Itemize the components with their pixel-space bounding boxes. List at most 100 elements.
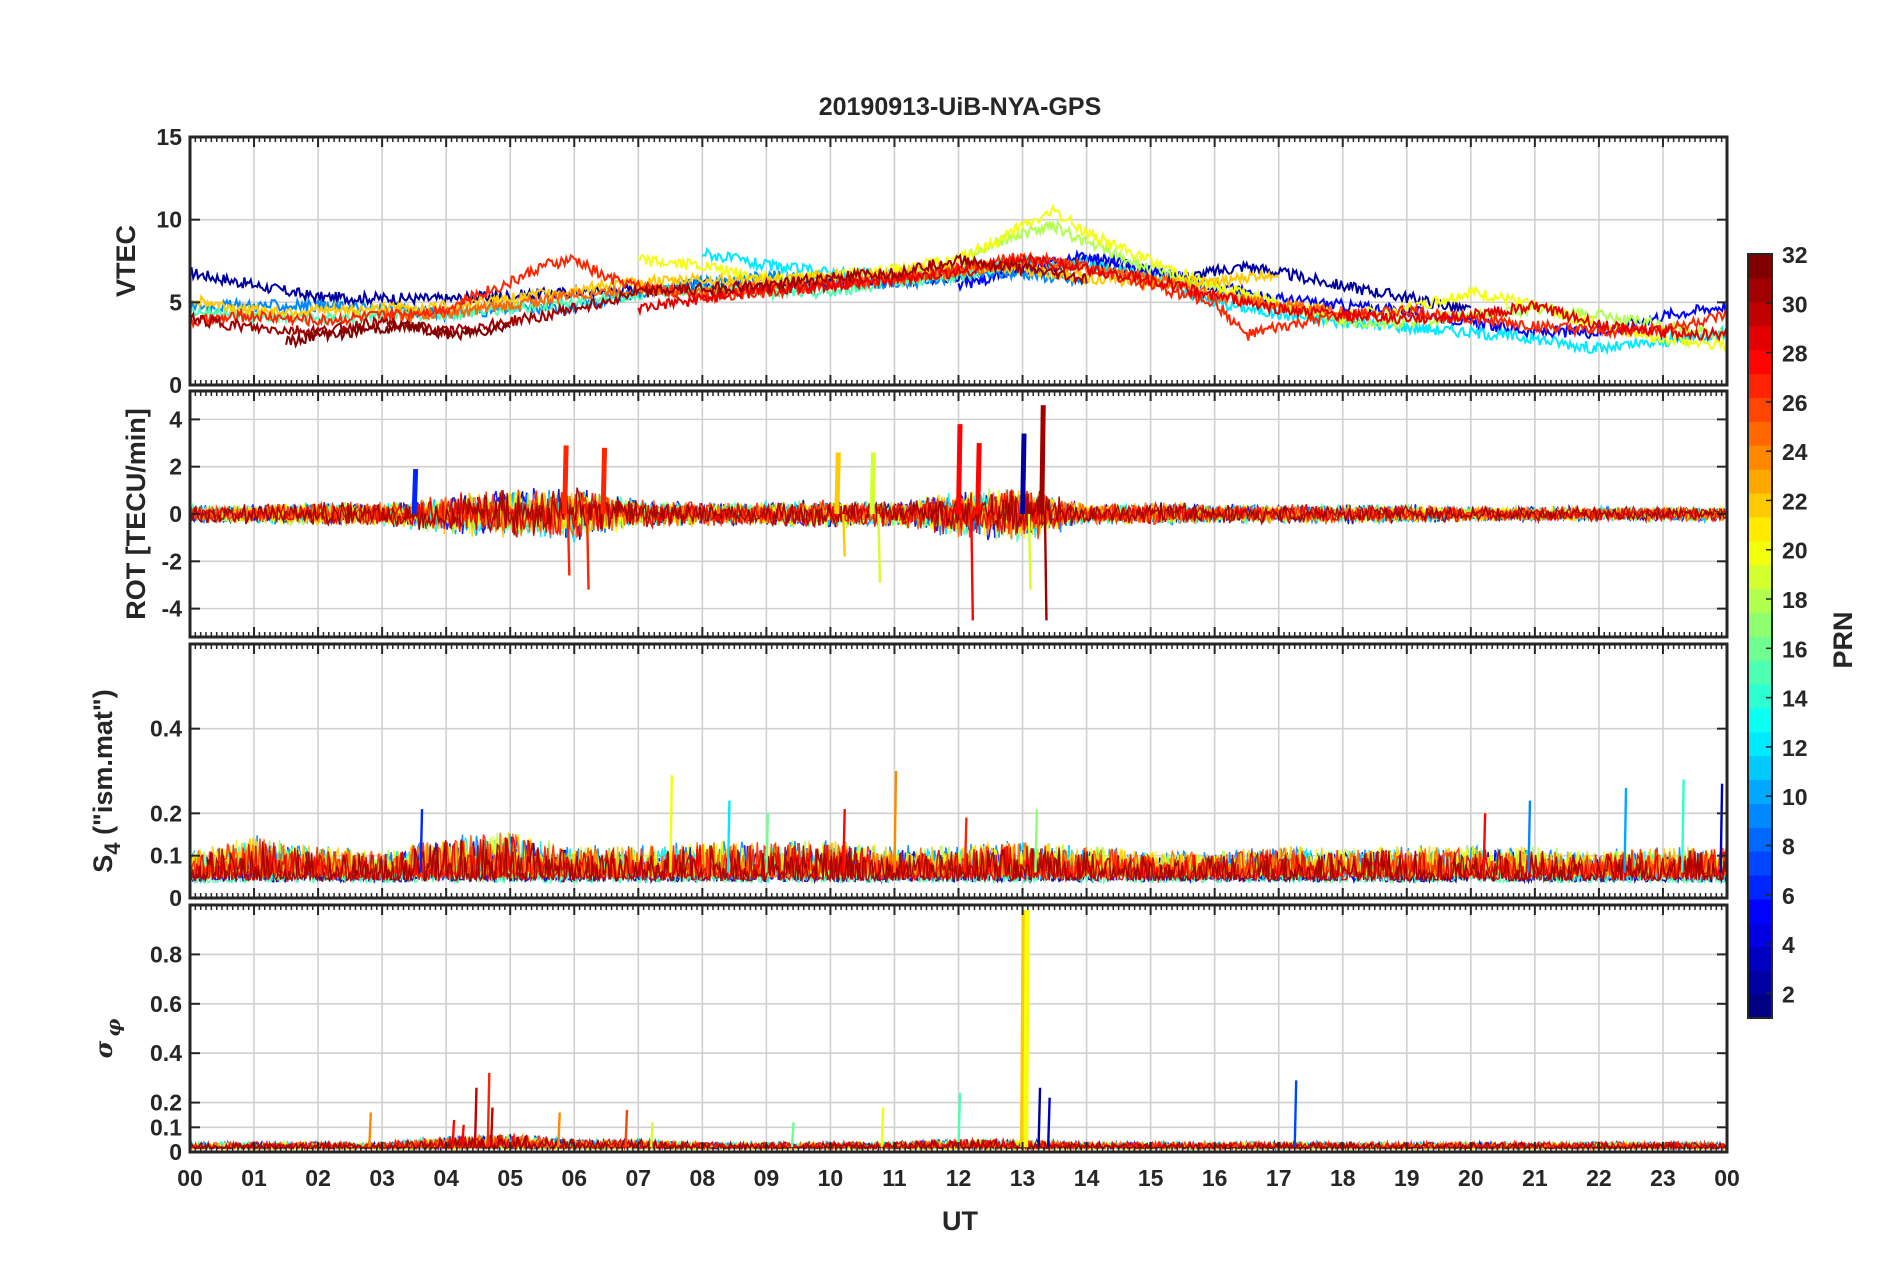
- spike: [1027, 513, 1032, 590]
- colorbar-label: PRN: [1828, 611, 1858, 668]
- colorbar-segment: [1748, 325, 1772, 351]
- spike: [624, 1109, 629, 1148]
- spike: [975, 442, 982, 515]
- colorbar-segment: [1748, 349, 1772, 375]
- colorbar-segment: [1748, 540, 1772, 566]
- colorbar-tick-label: 2: [1782, 981, 1795, 1007]
- x-tick-label: 07: [625, 1165, 651, 1191]
- spike: [1293, 1080, 1298, 1148]
- x-tick-label: 21: [1522, 1165, 1548, 1191]
- spike: [842, 809, 846, 873]
- colorbar-tick-label: 14: [1782, 686, 1808, 712]
- y-axis-label: ROT [TECU/min]: [121, 408, 151, 619]
- spike: [419, 809, 424, 873]
- spike: [1527, 800, 1532, 873]
- colorbar-segment: [1748, 516, 1772, 542]
- x-tick-label: 01: [241, 1165, 267, 1191]
- colorbar-segment: [1748, 874, 1772, 900]
- x-tick-label: 00: [1714, 1165, 1740, 1191]
- colorbar-segment: [1748, 994, 1772, 1019]
- spike: [765, 813, 770, 873]
- data-layer: [190, 770, 1727, 886]
- y-tick-label: -2: [162, 548, 182, 574]
- y-axis-label: S4 ("ism.mat"): [88, 689, 125, 872]
- spike: [557, 1112, 561, 1148]
- colorbar-tick-label: 20: [1782, 538, 1808, 564]
- x-tick-label: 22: [1586, 1165, 1612, 1191]
- spike: [1020, 909, 1027, 1148]
- series-line-prn-32: [285, 318, 511, 349]
- colorbar-segment: [1748, 301, 1772, 327]
- series-line-prn-31: [190, 253, 1088, 341]
- colorbar-tick-label: 22: [1782, 488, 1808, 514]
- colorbar-segment: [1748, 827, 1772, 852]
- spike: [1719, 783, 1724, 873]
- spike: [1046, 1097, 1051, 1148]
- y-tick-label: 0.1: [150, 1114, 182, 1140]
- spike: [877, 513, 882, 583]
- spike: [963, 817, 968, 873]
- spike: [893, 770, 898, 873]
- colorbar-tick-label: 10: [1782, 784, 1808, 810]
- x-tick-label: 13: [1010, 1165, 1036, 1191]
- x-tick-label: 20: [1458, 1165, 1484, 1191]
- colorbar-tick-label: 30: [1782, 291, 1808, 317]
- colorbar-tick-label: 18: [1782, 587, 1808, 613]
- colorbar-segment: [1748, 803, 1772, 828]
- spike: [562, 445, 569, 515]
- x-tick-label: 05: [497, 1165, 523, 1191]
- y-tick-label: 0: [169, 1139, 182, 1165]
- y-tick-label: 0.2: [150, 800, 182, 826]
- y-tick-label: 5: [169, 289, 182, 315]
- x-tick-label: 17: [1266, 1165, 1292, 1191]
- x-tick-label: 18: [1330, 1165, 1356, 1191]
- colorbar-tick-label: 6: [1782, 883, 1795, 909]
- x-tick-label: 19: [1394, 1165, 1420, 1191]
- spike: [842, 513, 846, 557]
- colorbar-segment: [1748, 659, 1772, 685]
- colorbar-tick-label: 28: [1782, 341, 1808, 367]
- spike: [460, 1124, 465, 1148]
- spike: [1623, 787, 1628, 873]
- spike: [790, 1122, 795, 1148]
- spike: [834, 452, 841, 515]
- x-tick-label: 08: [690, 1165, 716, 1191]
- colorbar-tick-label: 26: [1782, 390, 1808, 416]
- x-tick-label: 16: [1202, 1165, 1228, 1191]
- panel-3: 0 0.1 0.2 0.4 S4 ("ism.mat"): [88, 642, 1729, 911]
- y-tick-label: 0.6: [150, 991, 182, 1017]
- y-axis-label: VTEC: [111, 225, 141, 297]
- panel-4: 00.10.2 0.4 0.6 0.8 σφ 00 01 02 03 04 05 06 07 08 09 10…: [89, 903, 1740, 1191]
- panel-1: 0 5 10 15 VTEC: [111, 124, 1729, 398]
- colorbar-segment: [1748, 445, 1772, 470]
- x-tick-label: 00: [177, 1165, 203, 1191]
- spike: [669, 775, 674, 873]
- x-tick-label: 09: [754, 1165, 780, 1191]
- x-tick-label: 15: [1138, 1165, 1164, 1191]
- panel-2: -4 -2 0 2 4 ROT [TECU/min]: [121, 389, 1729, 639]
- x-tick-label: 06: [561, 1165, 587, 1191]
- series-line-prn-29: [637, 252, 1727, 343]
- colorbar-segment: [1748, 850, 1772, 876]
- x-tick-label: 10: [818, 1165, 844, 1191]
- spike: [957, 1092, 962, 1148]
- spike: [566, 513, 571, 576]
- spike: [486, 1072, 491, 1148]
- y-tick-label: 0.4: [150, 1040, 182, 1066]
- colorbar-tick-label: 24: [1782, 439, 1808, 465]
- x-tick-label: 12: [946, 1165, 972, 1191]
- colorbar-segment: [1748, 564, 1772, 590]
- y-axis-label: σφ: [89, 1019, 125, 1059]
- colorbar-segment: [1748, 373, 1772, 399]
- spike: [1034, 809, 1039, 873]
- spike: [1039, 405, 1046, 515]
- series-line-prn-31: [190, 487, 1727, 536]
- spike: [956, 424, 963, 515]
- colorbar-tick-label: 8: [1782, 833, 1795, 859]
- x-axis-label: UT: [942, 1206, 978, 1236]
- series-line-prn-31: [190, 837, 1727, 884]
- colorbar-segment: [1748, 946, 1772, 972]
